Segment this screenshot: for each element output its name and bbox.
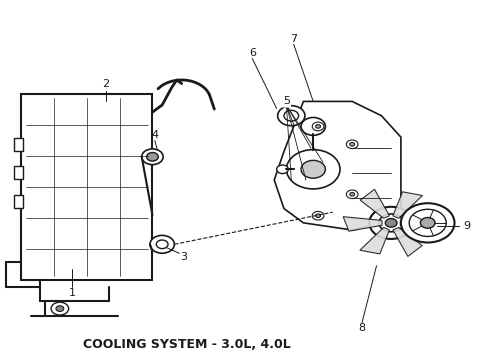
- Circle shape: [150, 235, 174, 253]
- Circle shape: [301, 160, 325, 178]
- Bar: [21, 94, 152, 280]
- Circle shape: [409, 209, 446, 237]
- Text: 5: 5: [283, 96, 290, 107]
- Text: 7: 7: [290, 34, 297, 44]
- Circle shape: [284, 111, 298, 121]
- Text: COOLING SYSTEM - 3.0L, 4.0L: COOLING SYSTEM - 3.0L, 4.0L: [83, 338, 291, 351]
- Polygon shape: [360, 228, 390, 254]
- Polygon shape: [400, 215, 439, 229]
- Circle shape: [316, 125, 320, 128]
- Circle shape: [420, 217, 435, 228]
- Circle shape: [379, 214, 403, 232]
- Text: 3: 3: [181, 252, 188, 262]
- Circle shape: [142, 149, 163, 165]
- Circle shape: [346, 190, 358, 199]
- Circle shape: [350, 143, 355, 146]
- Circle shape: [51, 302, 69, 315]
- Circle shape: [278, 106, 305, 126]
- Circle shape: [369, 207, 413, 239]
- Circle shape: [316, 214, 320, 217]
- Circle shape: [56, 306, 64, 311]
- Circle shape: [312, 211, 324, 220]
- Circle shape: [301, 117, 325, 135]
- Bar: [14, 138, 24, 151]
- Polygon shape: [343, 217, 382, 231]
- Circle shape: [312, 122, 324, 131]
- Circle shape: [346, 140, 358, 149]
- Polygon shape: [393, 192, 422, 218]
- Circle shape: [350, 193, 355, 196]
- Polygon shape: [360, 189, 390, 218]
- Text: 4: 4: [151, 130, 158, 140]
- Text: 9: 9: [463, 221, 470, 231]
- Circle shape: [156, 240, 168, 249]
- Text: 2: 2: [102, 78, 110, 89]
- Circle shape: [277, 165, 288, 174]
- Text: 6: 6: [249, 48, 256, 58]
- Circle shape: [147, 153, 158, 161]
- Circle shape: [385, 219, 397, 227]
- Text: 1: 1: [69, 288, 75, 297]
- Bar: [14, 166, 24, 179]
- Bar: [14, 195, 24, 208]
- Circle shape: [287, 150, 340, 189]
- Circle shape: [401, 203, 455, 243]
- Text: 8: 8: [358, 323, 366, 333]
- Polygon shape: [393, 228, 422, 256]
